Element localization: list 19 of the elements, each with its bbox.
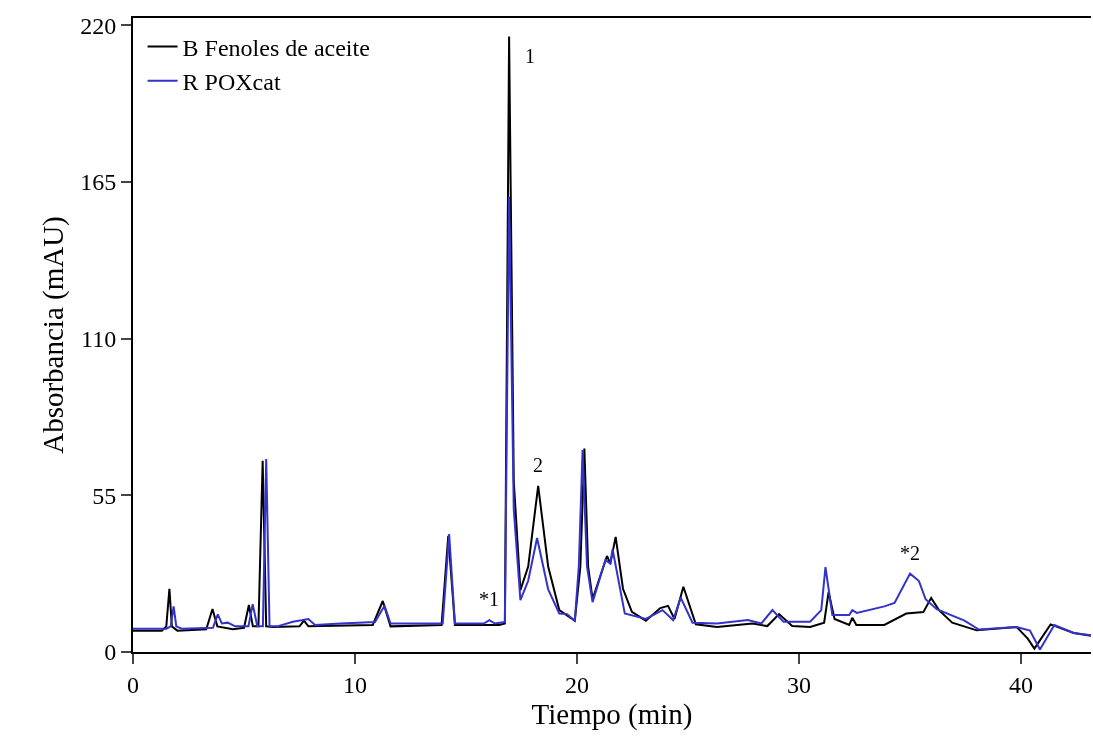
y-tick-label: 165 — [80, 169, 117, 196]
legend-label: R POXcat — [182, 69, 281, 95]
x-tick-label: 30 — [787, 671, 812, 698]
y-tick-label: 55 — [92, 482, 117, 509]
x-tick-label: 10 — [343, 671, 368, 698]
y-axis-title: Absorbancia (mAU) — [37, 216, 71, 454]
legend-label: B Fenoles de aceite — [182, 34, 370, 61]
y-tick-label: 110 — [81, 325, 117, 352]
line-series — [133, 195, 1091, 651]
x-tick-label: 0 — [127, 671, 139, 698]
annotation: *2 — [900, 542, 920, 564]
annotation: *1 — [479, 588, 499, 610]
y-tick-label: 0 — [104, 639, 117, 666]
annotation: 2 — [533, 454, 543, 476]
y-tick-label: 220 — [80, 12, 117, 39]
annotation: 1 — [525, 45, 535, 67]
x-tick-label: 40 — [1009, 671, 1034, 698]
x-axis-title: Tiempo (min) — [531, 697, 693, 731]
x-tick-label: 20 — [565, 671, 590, 698]
